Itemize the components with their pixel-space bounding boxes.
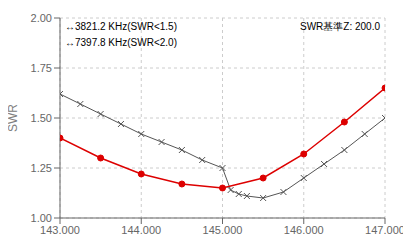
svg-text:143.000: 143.000 <box>40 224 80 236</box>
svg-text:145.000: 145.000 <box>203 224 243 236</box>
svg-text:SWR: SWR <box>8 104 20 132</box>
svg-text:147.000: 147.000 <box>365 224 403 236</box>
svg-text:146.000: 146.000 <box>284 224 324 236</box>
svg-text:144.000: 144.000 <box>121 224 161 236</box>
svg-text:1.00: 1.00 <box>31 212 52 224</box>
html-text:SWR基準Z: 200.0: SWR基準Z: 200.0 <box>300 21 380 32</box>
svg-text:2.00: 2.00 <box>31 12 52 24</box>
html-text:↔3821.2 KHz(SWR<1.5): ↔3821.2 KHz(SWR<1.5) <box>65 21 177 32</box>
svg-text:1.50: 1.50 <box>31 112 52 124</box>
html-text:↔7397.8 KHz(SWR<2.0): ↔7397.8 KHz(SWR<2.0) <box>65 37 177 48</box>
svg-text:1.75: 1.75 <box>31 62 52 74</box>
svg-text:1.25: 1.25 <box>31 162 52 174</box>
